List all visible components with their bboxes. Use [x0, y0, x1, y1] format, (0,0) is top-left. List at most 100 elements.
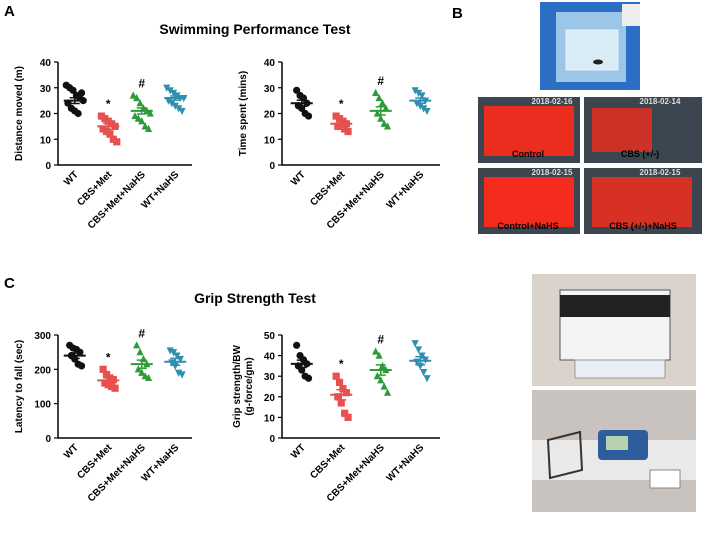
significance-mark: # — [377, 332, 384, 346]
data-point — [420, 368, 428, 377]
x-tick-label: CBS+Met+NaHS — [86, 442, 148, 504]
data-point — [293, 86, 301, 94]
significance-mark: * — [106, 350, 111, 364]
data-point — [304, 112, 313, 120]
data-point — [99, 365, 107, 373]
y-tick-label: 30 — [40, 84, 52, 95]
y-tick-label: 30 — [264, 372, 276, 383]
error-bar — [170, 95, 181, 101]
y-tick-label: 10 — [40, 135, 52, 146]
y-axis-label: Latency to fall (sec) — [14, 340, 25, 433]
data-point — [74, 109, 82, 118]
photo-date: 2018-02-15 — [640, 168, 681, 177]
data-point — [337, 399, 345, 407]
data-point — [416, 102, 424, 110]
y-tick-label: 20 — [40, 110, 52, 121]
data-point — [423, 107, 431, 116]
y-tick-label: 10 — [264, 413, 276, 424]
error-bar — [415, 355, 426, 366]
data-point — [341, 409, 349, 417]
data-point — [344, 413, 352, 421]
x-tick-label: WT — [62, 169, 81, 188]
error-bar — [69, 352, 80, 360]
data-point — [342, 389, 350, 397]
data-point — [332, 372, 340, 380]
y-tick-label: 30 — [264, 84, 276, 95]
data-point — [335, 378, 344, 386]
data-point — [423, 375, 431, 383]
y-axis-label: Time spent (mins) — [238, 71, 249, 156]
error-bar — [375, 364, 386, 376]
data-point — [113, 138, 121, 146]
error-bar — [296, 359, 307, 369]
error-bar — [336, 120, 347, 127]
y-axis-label: Distance moved (m) — [14, 66, 25, 161]
y-tick-label: 50 — [264, 331, 276, 342]
data-point — [106, 130, 114, 138]
panel-label: A — [4, 3, 15, 20]
data-point — [175, 105, 183, 113]
data-point — [69, 86, 77, 94]
data-point — [372, 347, 380, 355]
track-photos — [478, 97, 702, 234]
error-bar — [136, 107, 147, 115]
data-point — [372, 88, 380, 96]
y-axis-label: (g-force/gm) — [244, 357, 255, 415]
data-point — [375, 93, 383, 102]
photo-grip-meter — [532, 390, 696, 512]
data-point — [111, 384, 119, 392]
photo-tank — [540, 2, 640, 90]
data-point — [146, 109, 154, 117]
y-tick-label: 0 — [269, 434, 275, 445]
photo-label: Control — [512, 149, 544, 159]
data-point — [377, 114, 385, 122]
data-point — [131, 111, 139, 120]
y-tick-label: 300 — [34, 331, 51, 342]
data-point — [418, 92, 426, 100]
significance-mark: * — [106, 97, 111, 111]
panel-label: C — [4, 275, 15, 292]
y-tick-label: 40 — [264, 58, 276, 69]
error-bar — [336, 388, 347, 401]
data-point — [293, 341, 301, 349]
x-tick-label: WT+NaHS — [385, 169, 427, 211]
data-point — [166, 87, 174, 95]
y-tick-label: 0 — [269, 161, 275, 172]
panel-label: B — [452, 5, 463, 22]
data-point — [76, 348, 84, 356]
data-point — [139, 354, 148, 363]
section-title: Grip Strength Test — [194, 290, 316, 306]
y-tick-label: 40 — [40, 58, 52, 69]
y-axis-label: Grip strength/BW — [232, 345, 243, 428]
data-point — [339, 384, 347, 393]
x-tick-label: CBS+Met — [308, 169, 347, 208]
data-point — [378, 99, 387, 107]
photo-rotarod — [532, 274, 696, 386]
data-point — [77, 362, 86, 370]
error-bar — [69, 97, 80, 105]
data-point — [133, 341, 141, 349]
data-point — [138, 368, 146, 376]
data-point — [163, 84, 171, 92]
data-point — [344, 127, 352, 136]
y-tick-label: 20 — [264, 393, 276, 404]
data-point — [178, 371, 186, 379]
data-point — [383, 388, 392, 396]
photo-label: CBS (+/-) — [621, 149, 659, 159]
data-point — [420, 105, 428, 113]
error-bar — [136, 359, 147, 370]
data-point — [304, 374, 313, 382]
data-point — [144, 124, 153, 133]
data-point — [411, 87, 419, 95]
error-bar — [296, 99, 307, 108]
photo-date: 2018-02-16 — [532, 97, 573, 106]
data-point — [377, 376, 385, 384]
data-point — [144, 373, 153, 382]
data-point — [383, 122, 392, 130]
photo-label: Control+NaHS — [497, 221, 558, 231]
data-point — [334, 393, 342, 401]
photo-label: CBS (+/-)+NaHS — [609, 221, 677, 231]
significance-mark: # — [138, 76, 145, 90]
data-point — [138, 117, 146, 125]
